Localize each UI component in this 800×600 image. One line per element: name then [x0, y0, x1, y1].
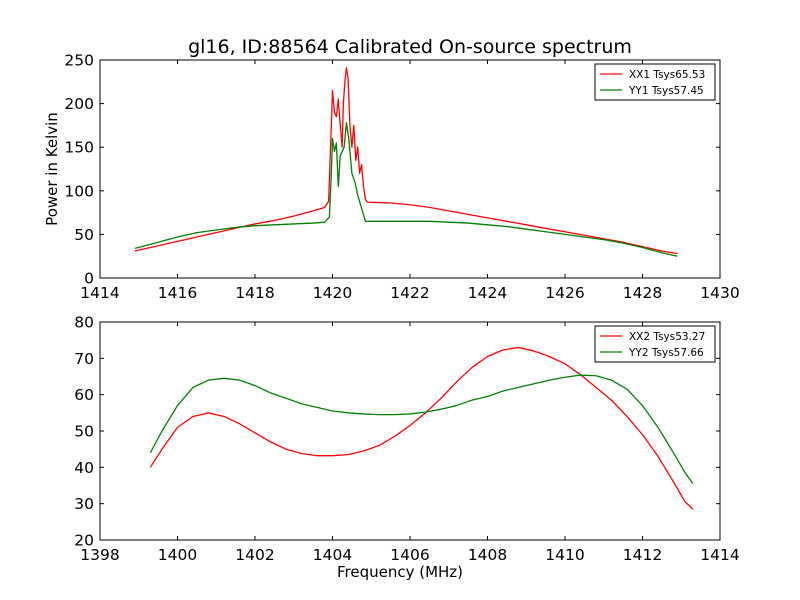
x-tick-label: 1410 [545, 546, 584, 564]
legend: XX1 Tsys65.53 YY1 Tsys57.45 [594, 63, 716, 101]
x-tick-label: 1404 [313, 546, 352, 564]
x-tick-label: 1418 [235, 284, 274, 302]
x-tick-label: 1408 [468, 546, 507, 564]
y-tick-label: 250 [64, 52, 94, 70]
y-tick-label: 40 [74, 459, 94, 477]
legend-entry: YY2 Tsys57.66 [628, 347, 704, 359]
legend-entry: XX2 Tsys53.27 [629, 331, 705, 343]
legend-box [594, 63, 716, 101]
series-line-1 [134, 67, 678, 255]
x-tick-label: 1426 [545, 284, 584, 302]
y-tick-label: 20 [74, 532, 94, 550]
series-line-2 [149, 374, 694, 485]
y-tick-label: 100 [64, 182, 94, 200]
legend-entry: XX1 Tsys65.53 [629, 69, 705, 81]
y-tick-label: 80 [74, 314, 94, 332]
legend-box [594, 325, 716, 363]
x-tick-label: 1398 [80, 546, 119, 564]
top-panel: 1414 1416 1418 1420 1422 1424 1426 1428 1430 0 50 1… [43, 52, 740, 303]
x-tick-label: 1406 [390, 546, 429, 564]
x-tick-label: 1424 [468, 284, 507, 302]
x-tick-label: 1412 [623, 546, 662, 564]
x-tick-label: 1414 [80, 284, 119, 302]
x-tick-label: 1428 [623, 284, 662, 302]
y-tick-label: 50 [74, 423, 94, 441]
y-tick-label: 70 [74, 350, 94, 368]
x-axis-label: Frequency (MHz) [337, 563, 463, 581]
legend-entry: YY1 Tsys57.45 [628, 85, 704, 97]
x-tick-label: 1402 [235, 546, 274, 564]
x-tick-label: 1416 [158, 284, 197, 302]
y-axis-label: Power in Kelvin [43, 112, 61, 226]
y-tick-label: 200 [64, 95, 94, 113]
legend: XX2 Tsys53.27 YY2 Tsys57.66 [594, 325, 716, 363]
bottom-panel: 1398 1400 1402 1404 1406 1408 1410 1412 1414 20 30… [74, 314, 739, 582]
x-tick-label: 1420 [313, 284, 352, 302]
x-tick-label: 1400 [158, 546, 197, 564]
y-tick-label: 60 [74, 386, 94, 404]
y-tick-label: 150 [64, 139, 94, 157]
x-tick-label: 1430 [700, 284, 739, 302]
y-tick-label: 50 [74, 226, 94, 244]
y-tick-label: 30 [74, 495, 94, 513]
y-tick-label: 0 [84, 270, 94, 288]
x-tick-label: 1422 [390, 284, 429, 302]
series-line-2 [134, 122, 678, 257]
series-line-1 [149, 346, 694, 510]
x-tick-label: 1414 [700, 546, 739, 564]
figure-title: gl16, ID:88564 Calibrated On-source spec… [188, 36, 632, 58]
